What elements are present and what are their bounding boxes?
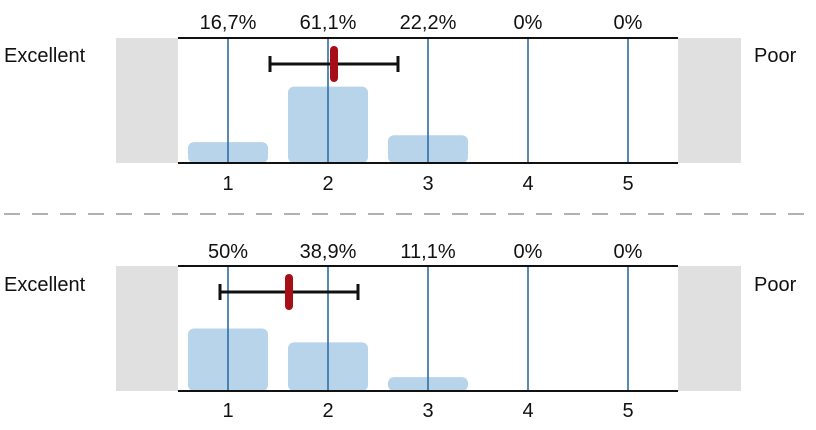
value-label-5: 0% (614, 241, 643, 263)
value-label-3: 22,2% (400, 12, 457, 34)
right-scale-label: Poor (754, 274, 797, 296)
value-label-5: 0% (614, 12, 643, 34)
tick-label-1: 1 (222, 173, 233, 195)
value-label-1: 50% (208, 241, 248, 263)
value-label-4: 0% (514, 12, 543, 34)
tick-label-3: 3 (422, 400, 433, 422)
mean-marker (285, 274, 293, 310)
tick-label-4: 4 (522, 400, 533, 422)
value-label-2: 38,9% (300, 241, 357, 263)
side-box-right (678, 266, 741, 391)
left-scale-label: Excellent (4, 45, 86, 67)
tick-label-4: 4 (522, 173, 533, 195)
value-label-1: 16,7% (200, 12, 257, 34)
left-scale-label: Excellent (4, 274, 86, 296)
tick-label-5: 5 (622, 400, 633, 422)
side-box-right (678, 38, 741, 163)
value-label-2: 61,1% (300, 12, 357, 34)
side-box-left (116, 266, 178, 391)
tick-label-3: 3 (422, 173, 433, 195)
value-label-4: 0% (514, 241, 543, 263)
value-label-3: 11,1% (400, 241, 455, 263)
tick-label-1: 1 (222, 400, 233, 422)
mean-marker (330, 46, 338, 82)
tick-label-5: 5 (622, 173, 633, 195)
side-box-left (116, 38, 178, 163)
right-scale-label: Poor (754, 45, 797, 67)
tick-label-2: 2 (322, 173, 333, 195)
tick-label-2: 2 (322, 400, 333, 422)
